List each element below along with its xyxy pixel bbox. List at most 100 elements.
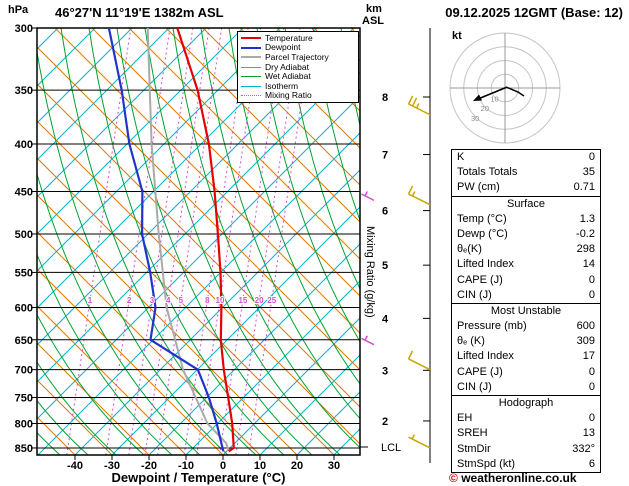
- index-row: CAPE (J) 0: [452, 365, 600, 380]
- index-value: 0.71: [573, 181, 595, 194]
- index-row: Temp (°C) 1.3: [452, 212, 600, 227]
- watermark-text: weatheronline.co.uk: [461, 471, 577, 485]
- index-value: 309: [576, 335, 595, 348]
- index-value: 13: [582, 427, 595, 440]
- svg-text:0: 0: [220, 460, 226, 472]
- legend-line-sample: [241, 37, 261, 40]
- run-datetime-title: 09.12.2025 12GMT (Base: 12): [445, 5, 623, 20]
- svg-text:10: 10: [216, 296, 225, 305]
- svg-text:10: 10: [490, 94, 498, 103]
- legend-item: Isotherm: [241, 80, 355, 91]
- index-label: StmSpd (kt): [457, 457, 516, 470]
- index-label: θₑ(K): [457, 243, 482, 256]
- legend-item: Wet Adiabat: [241, 72, 355, 81]
- plot-border: [36, 27, 361, 456]
- svg-text:30: 30: [471, 114, 479, 123]
- svg-text:-30: -30: [104, 460, 120, 472]
- index-label: Temp (°C): [457, 212, 507, 225]
- dewpoint-line: [107, 28, 225, 452]
- index-value: 332°: [572, 442, 595, 455]
- legend-label: Mixing Ratio: [265, 90, 312, 101]
- temperature-axis: -40 -30 -20 -10 0 10 20 30: [67, 455, 340, 472]
- svg-text:2: 2: [127, 296, 132, 305]
- index-row: Pressure (mb) 600: [452, 319, 600, 334]
- legend-item: Dewpoint: [241, 43, 355, 52]
- index-row: θₑ(K) 298: [452, 242, 600, 257]
- indices-section-title: Surface: [452, 195, 600, 212]
- index-label: EH: [457, 412, 473, 425]
- legend-item: Dry Adiabat: [241, 61, 355, 72]
- index-row: Lifted Index 14: [452, 257, 600, 272]
- legend-line-sample: [241, 46, 261, 49]
- svg-text:4: 4: [166, 296, 171, 305]
- copyright-symbol: ©: [449, 471, 458, 485]
- svg-text:25: 25: [267, 296, 276, 305]
- index-value: 35: [582, 166, 595, 179]
- svg-text:-10: -10: [178, 460, 194, 472]
- pressure-unit-label: hPa: [8, 4, 29, 16]
- index-row: Lifted Index 17: [452, 349, 600, 364]
- parcel-trajectory-line: [146, 28, 230, 452]
- index-label: CAPE (J): [457, 273, 503, 286]
- svg-text:500: 500: [15, 229, 33, 241]
- svg-text:300: 300: [15, 23, 33, 35]
- svg-text:400: 400: [15, 139, 33, 151]
- svg-text:1: 1: [88, 296, 93, 305]
- svg-text:10: 10: [254, 460, 266, 472]
- index-row: StmDir 332°: [452, 442, 600, 457]
- svg-text:-40: -40: [67, 460, 83, 472]
- svg-text:650: 650: [15, 335, 33, 347]
- svg-text:2: 2: [382, 416, 388, 428]
- mixing-ratio-value-labels: 1 2 3 4 5 8 10 15 20 25: [87, 295, 278, 306]
- legend-label: Dry Adiabat: [265, 61, 309, 72]
- svg-text:30: 30: [328, 460, 340, 472]
- svg-text:700: 700: [15, 365, 33, 377]
- index-row: StmSpd (kt) 6: [452, 457, 600, 472]
- svg-text:750: 750: [15, 392, 33, 404]
- svg-text:15: 15: [238, 296, 247, 305]
- index-label: SREH: [457, 427, 488, 440]
- legend-line-sample: [241, 66, 261, 68]
- watermark: © weatheronline.co.uk: [449, 471, 577, 485]
- index-row: CIN (J) 0: [452, 380, 600, 395]
- index-label: Lifted Index: [457, 258, 514, 271]
- svg-text:8: 8: [382, 92, 388, 104]
- legend-label: Wet Adiabat: [265, 71, 311, 82]
- index-label: CIN (J): [457, 288, 492, 301]
- lcl-label: LCL: [381, 442, 402, 454]
- index-row: EH 0: [452, 411, 600, 426]
- legend-label: Isotherm: [265, 80, 299, 91]
- svg-text:450: 450: [15, 186, 33, 198]
- index-value: 0: [588, 273, 595, 286]
- wind-barbs: [361, 95, 431, 449]
- svg-text:350: 350: [15, 85, 33, 97]
- altitude-unit-km-label: km: [366, 3, 382, 15]
- legend-item: Parcel Trajectory: [241, 52, 355, 62]
- index-value: 1.3: [579, 212, 595, 225]
- legend-label: Dewpoint: [265, 42, 301, 53]
- index-value: 600: [576, 320, 595, 333]
- svg-text:20: 20: [291, 460, 303, 472]
- svg-text:4: 4: [382, 313, 389, 325]
- x-axis-title: Dewpoint / Temperature (°C): [111, 470, 286, 485]
- index-value: 298: [576, 243, 595, 256]
- index-label: CIN (J): [457, 380, 492, 393]
- indices-table: K 0 Totals Totals 35 PW (cm) 0.71 Surface Temp …: [451, 149, 601, 473]
- svg-text:20: 20: [481, 104, 489, 113]
- index-row: Dewp (°C) -0.2: [452, 227, 600, 242]
- indices-section-title: Hodograph: [452, 395, 600, 411]
- skewt-background-lines: [37, 28, 360, 455]
- legend-line-sample: [241, 76, 261, 78]
- index-row: PW (cm) 0.71: [452, 180, 600, 195]
- index-value: 0: [588, 288, 595, 301]
- svg-text:7: 7: [382, 150, 388, 162]
- hodograph-unit-label: kt: [452, 30, 462, 42]
- index-row: θₑ (K) 309: [452, 334, 600, 349]
- storm-motion-arrow: [477, 86, 507, 100]
- svg-text:8: 8: [205, 296, 210, 305]
- svg-text:3: 3: [382, 365, 388, 377]
